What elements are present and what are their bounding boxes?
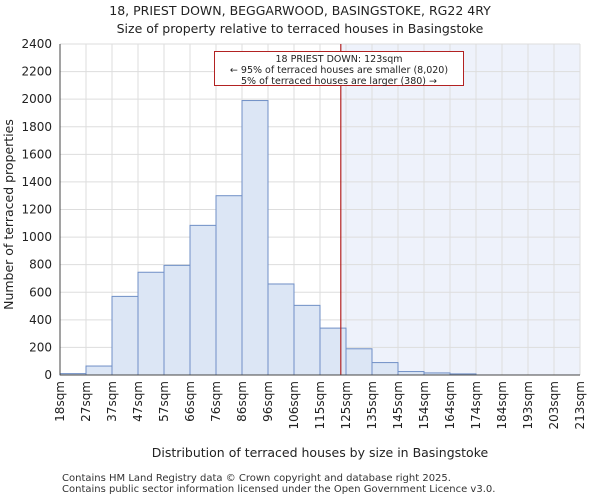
y-tick-label: 2200 (21, 65, 52, 79)
bar-76sqm (215, 195, 243, 376)
y-tick-label: 600 (29, 285, 52, 299)
x-tick-label: 86sqm (235, 381, 249, 422)
x-tick-label: 135sqm (365, 381, 379, 429)
bar-57sqm (163, 264, 191, 376)
x-tick-label: 57sqm (157, 381, 171, 422)
x-tick-label: 154sqm (417, 381, 431, 429)
x-axis-title: Distribution of terraced houses by size … (152, 445, 489, 460)
y-tick-label: 400 (29, 313, 52, 327)
bar-37sqm (111, 295, 139, 376)
x-tick-label: 37sqm (105, 381, 119, 422)
y-tick-label: 2000 (21, 92, 52, 106)
y-tick-label: 1800 (21, 120, 52, 134)
x-tick-label: 47sqm (131, 381, 145, 422)
bar-125sqm (345, 348, 373, 376)
bar-27sqm (85, 365, 113, 376)
bar-66sqm (189, 224, 217, 376)
y-tick-label: 200 (29, 340, 52, 354)
annotation-box: 18 PRIEST DOWN: 123sqm ← 95% of terraced… (214, 51, 464, 87)
y-tick-label: 0 (44, 368, 52, 382)
y-tick-label: 2400 (21, 37, 52, 51)
bar-86sqm (241, 100, 269, 376)
footer-line-1: Contains HM Land Registry data © Crown c… (62, 473, 451, 484)
bar-47sqm (137, 271, 165, 376)
y-axis-title: Number of terraced properties (1, 119, 16, 310)
x-tick-label: 164sqm (443, 381, 457, 429)
x-tick-label: 184sqm (495, 381, 509, 429)
bar-96sqm (267, 283, 295, 376)
footer-line-2: Contains public sector information licen… (62, 484, 496, 495)
x-tick-label: 96sqm (261, 381, 275, 422)
bar-106sqm (293, 304, 321, 376)
x-tick-label: 106sqm (287, 381, 301, 429)
bar-135sqm (371, 362, 399, 376)
y-tick-label: 800 (29, 258, 52, 272)
x-tick-label: 27sqm (79, 381, 93, 422)
annotation-line-3: 5% of terraced houses are larger (380) → (241, 76, 437, 87)
y-tick-label: 1400 (21, 175, 52, 189)
y-tick-label: 1600 (21, 147, 52, 161)
y-tick-label: 1000 (21, 230, 52, 244)
x-tick-label: 66sqm (183, 381, 197, 422)
x-tick-label: 213sqm (573, 381, 587, 429)
x-tick-label: 18sqm (53, 381, 67, 422)
x-tick-label: 145sqm (391, 381, 405, 429)
x-tick-label: 115sqm (313, 381, 327, 429)
annotation-line-2: ← 95% of terraced houses are smaller (8,… (229, 65, 449, 76)
chart-title: 18, PRIEST DOWN, BEGGARWOOD, BASINGSTOKE… (109, 3, 491, 18)
bar-145sqm (397, 371, 425, 376)
x-tick-label: 125sqm (339, 381, 353, 429)
x-tick-label: 193sqm (521, 381, 535, 429)
x-tick-label: 76sqm (209, 381, 223, 422)
bar-115sqm (319, 327, 347, 376)
annotation-line-1: 18 PRIEST DOWN: 123sqm (275, 54, 403, 65)
x-tick-label: 203sqm (547, 381, 561, 429)
y-tick-label: 1200 (21, 203, 52, 217)
x-tick-label: 174sqm (469, 381, 483, 429)
chart-subtitle: Size of property relative to terraced ho… (116, 21, 484, 36)
